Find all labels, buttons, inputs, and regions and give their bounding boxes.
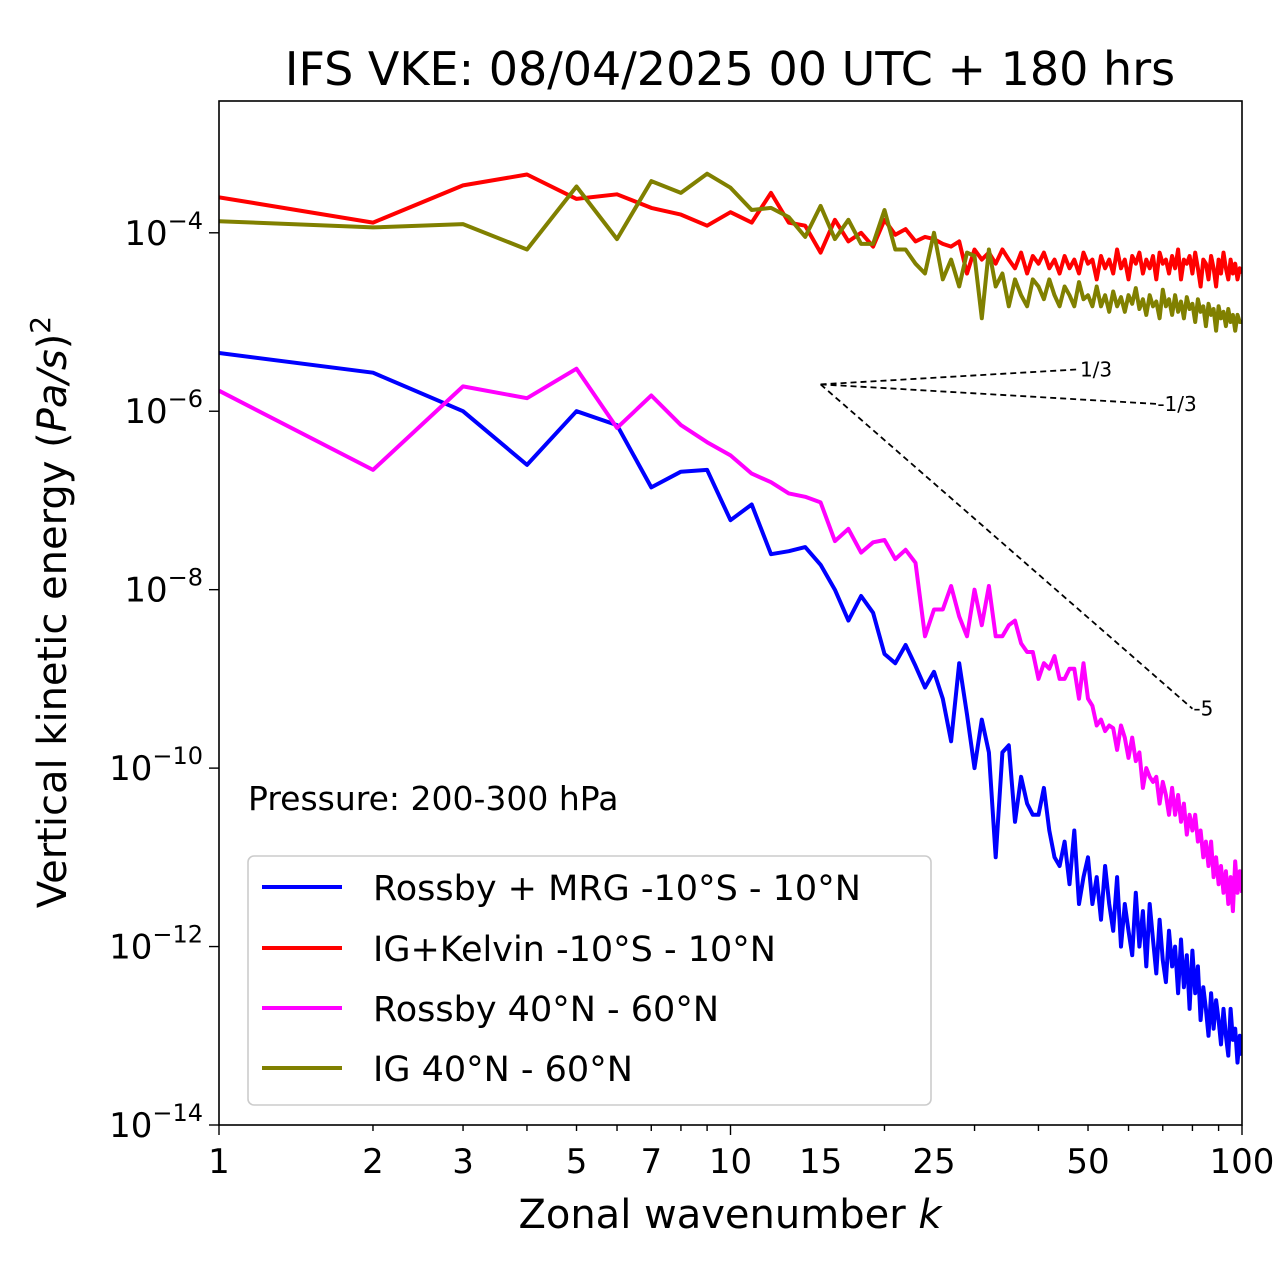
reference-slopes: 1/3 -1/3 -5 bbox=[819, 357, 1213, 721]
y-tick-label-0: 10−14 bbox=[109, 1099, 203, 1146]
y-tick-label-4: 10−6 bbox=[124, 385, 203, 432]
legend-box bbox=[247, 855, 932, 1106]
y-tick-exponent: −4 bbox=[168, 207, 203, 235]
x-tick-label-5: 5 bbox=[566, 1142, 588, 1182]
y-tick-exponent: −6 bbox=[168, 385, 203, 413]
series-line-3 bbox=[219, 171, 1242, 333]
series-line-1 bbox=[219, 172, 1242, 289]
x-tick-label-15: 15 bbox=[799, 1142, 842, 1182]
slope-line-1 bbox=[820, 383, 1157, 405]
legend-entry-rossby-midlat: Rossby 40°N - 60°N bbox=[262, 990, 719, 1030]
y-tick-base: 10 bbox=[109, 1106, 152, 1146]
slope-label-1: -1/3 bbox=[1157, 392, 1196, 416]
slope-line-2 bbox=[819, 383, 1194, 710]
slope-line-0 bbox=[820, 368, 1080, 386]
legend-label-rossby-mrg: Rossby + MRG -10°S - 10°N bbox=[373, 869, 861, 909]
y-tick-exponent: −10 bbox=[152, 742, 203, 770]
y-tick-base: 10 bbox=[109, 749, 152, 789]
x-tick-label-100: 100 bbox=[1210, 1142, 1275, 1182]
pressure-annotation: Pressure: 200-300 hPa bbox=[248, 779, 618, 818]
x-axis-label-main: Zonal wavenumber bbox=[518, 1192, 918, 1238]
x-tick-label-10: 10 bbox=[709, 1142, 752, 1182]
y-tick-label-2: 10−10 bbox=[109, 742, 203, 789]
y-tick-base: 10 bbox=[124, 392, 167, 432]
x-tick-label-1: 1 bbox=[208, 1142, 230, 1182]
legend-entry-ig-midlat: IG 40°N - 60°N bbox=[262, 1050, 633, 1090]
y-tick-exponent: −12 bbox=[152, 921, 203, 949]
slope-label-2: -5 bbox=[1193, 697, 1213, 721]
legend-entry-ig-kelvin: IG+Kelvin -10°S - 10°N bbox=[262, 930, 776, 970]
legend-label-ig-kelvin: IG+Kelvin -10°S - 10°N bbox=[373, 930, 776, 970]
series-layer bbox=[219, 171, 1242, 1065]
x-axis: 1 2 3 5 7 10 15 25 50 100 bbox=[208, 1125, 1274, 1182]
x-axis-label-symbol: k bbox=[918, 1192, 943, 1238]
slope-label-0: 1/3 bbox=[1080, 357, 1112, 381]
x-axis-label: Zonal wavenumber k bbox=[518, 1192, 943, 1238]
y-tick-label-5: 10−4 bbox=[124, 207, 203, 254]
x-tick-label-25: 25 bbox=[912, 1142, 955, 1182]
x-tick-label-3: 3 bbox=[452, 1142, 474, 1182]
x-tick-label-2: 2 bbox=[362, 1142, 384, 1182]
y-tick-exponent: −8 bbox=[168, 564, 203, 592]
series-line-2 bbox=[219, 366, 1242, 914]
y-tick-label-3: 10−8 bbox=[124, 564, 203, 611]
legend-label-rossby-midlat: Rossby 40°N - 60°N bbox=[373, 990, 719, 1030]
y-tick-label-1: 10−12 bbox=[109, 921, 203, 968]
y-axis-label-exponent: 2 bbox=[24, 316, 57, 334]
y-axis-label-main: Vertical kinetic energy ( bbox=[30, 432, 76, 908]
y-tick-base: 10 bbox=[124, 214, 167, 254]
legend: Rossby + MRG -10°S - 10°N IG+Kelvin -10°… bbox=[247, 855, 932, 1106]
legend-entry-rossby-mrg: Rossby + MRG -10°S - 10°N bbox=[262, 869, 861, 909]
legend-label-ig-midlat: IG 40°N - 60°N bbox=[373, 1050, 633, 1090]
chart-title: IFS VKE: 08/04/2025 00 UTC + 180 hrs bbox=[285, 42, 1175, 96]
y-tick-base: 10 bbox=[109, 928, 152, 968]
y-axis-label: Vertical kinetic energy (Pa/s)2 bbox=[24, 316, 76, 908]
y-tick-base: 10 bbox=[124, 571, 167, 611]
y-axis-label-unit: Pa/s bbox=[30, 349, 76, 432]
y-axis-label-close: ) bbox=[30, 334, 76, 350]
x-tick-label-50: 50 bbox=[1066, 1142, 1109, 1182]
y-tick-exponent: −14 bbox=[152, 1099, 203, 1127]
x-tick-label-7: 7 bbox=[640, 1142, 662, 1182]
series-line-0 bbox=[219, 351, 1242, 1065]
